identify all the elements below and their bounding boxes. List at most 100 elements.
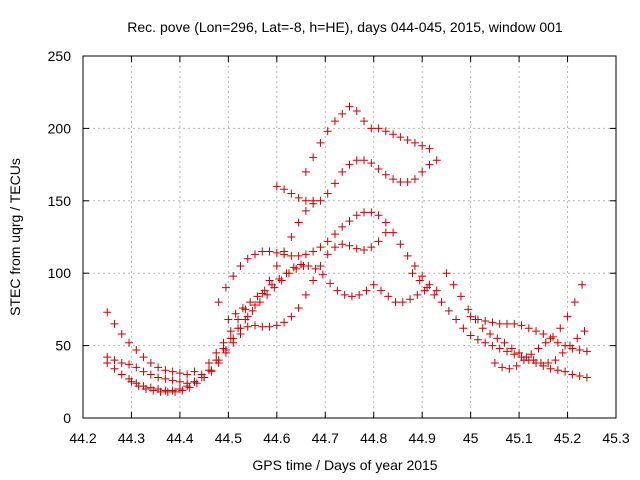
data-point	[553, 338, 562, 347]
data-point	[301, 290, 310, 299]
data-point	[432, 286, 441, 295]
data-point	[323, 250, 332, 259]
data-point	[418, 272, 427, 281]
data-point	[229, 338, 238, 347]
data-point	[367, 124, 376, 133]
data-point	[582, 347, 591, 356]
series-sat-f	[214, 208, 441, 307]
data-point	[132, 345, 141, 354]
data-point	[355, 290, 364, 299]
data-point	[338, 240, 347, 249]
data-point	[301, 250, 310, 259]
data-point	[294, 303, 303, 312]
data-point	[352, 244, 361, 253]
data-point	[376, 286, 385, 295]
data-point	[231, 309, 240, 318]
data-point	[502, 347, 511, 356]
data-point	[125, 338, 134, 347]
data-point	[110, 319, 119, 328]
data-point	[466, 331, 475, 340]
x-tick-label: 44.7	[312, 430, 339, 446]
data-point	[452, 315, 461, 324]
data-point	[415, 276, 424, 285]
data-point	[478, 324, 487, 333]
data-point	[367, 159, 376, 168]
x-tick-label: 44.3	[118, 430, 145, 446]
data-point	[459, 324, 468, 333]
data-point	[551, 356, 560, 365]
data-point	[294, 218, 303, 227]
data-point	[534, 344, 543, 353]
data-point	[345, 241, 354, 250]
data-point	[192, 379, 201, 388]
data-point	[432, 156, 441, 165]
data-point	[267, 280, 276, 289]
data-point	[418, 141, 427, 150]
x-tick-label: 44.8	[360, 430, 387, 446]
data-point	[338, 109, 347, 118]
data-point	[234, 315, 243, 324]
data-point	[139, 353, 148, 362]
data-point	[214, 298, 223, 307]
data-point	[117, 370, 126, 379]
series-sat-k	[442, 269, 589, 367]
data-point	[171, 387, 180, 396]
data-point	[568, 370, 577, 379]
data-point	[544, 358, 553, 367]
data-point	[374, 211, 383, 220]
data-point	[224, 315, 233, 324]
series-sat-l	[490, 280, 587, 373]
data-points	[103, 102, 591, 396]
data-point	[309, 247, 318, 256]
x-tick-label: 44.4	[166, 430, 193, 446]
data-point	[367, 208, 376, 217]
series-sat-d	[127, 196, 318, 396]
data-point	[207, 367, 216, 376]
data-point	[367, 243, 376, 252]
data-point	[347, 292, 356, 301]
data-point	[561, 367, 570, 376]
data-point	[248, 306, 257, 315]
data-point	[360, 208, 369, 217]
data-point	[316, 261, 325, 270]
data-point	[488, 318, 497, 327]
data-point	[132, 363, 141, 372]
data-point	[345, 102, 354, 111]
y-tick-label: 150	[48, 193, 72, 209]
series-sat-e	[200, 228, 390, 382]
data-point	[374, 237, 383, 246]
data-point	[163, 387, 172, 396]
data-point	[532, 327, 541, 336]
data-point	[575, 345, 584, 354]
data-point	[362, 286, 371, 295]
data-point	[301, 196, 310, 205]
x-axis-label: GPS time / Days of year 2015	[252, 457, 437, 473]
data-point	[563, 312, 572, 321]
data-point	[396, 240, 405, 249]
chart-title: Rec. pove (Lon=296, Lat=-8, h=HE), days …	[127, 19, 563, 35]
data-point	[110, 364, 119, 373]
data-point	[117, 330, 126, 339]
data-point	[473, 335, 482, 344]
x-tick-label: 44.6	[263, 430, 290, 446]
data-point	[481, 316, 490, 325]
y-tick-label: 0	[63, 410, 71, 426]
data-point	[146, 358, 155, 367]
data-point	[486, 330, 495, 339]
data-point	[473, 315, 482, 324]
data-point	[294, 193, 303, 202]
data-point	[183, 370, 192, 379]
x-tick-label: 45.3	[602, 430, 629, 446]
data-point	[226, 327, 235, 336]
data-point	[243, 254, 252, 263]
series-sat-h	[272, 156, 441, 208]
data-point	[389, 228, 398, 237]
data-point	[161, 374, 170, 383]
data-point	[413, 290, 422, 299]
data-point	[326, 279, 335, 288]
data-point	[374, 124, 383, 133]
data-point	[287, 189, 296, 198]
data-point	[260, 286, 269, 295]
data-point	[200, 373, 209, 382]
